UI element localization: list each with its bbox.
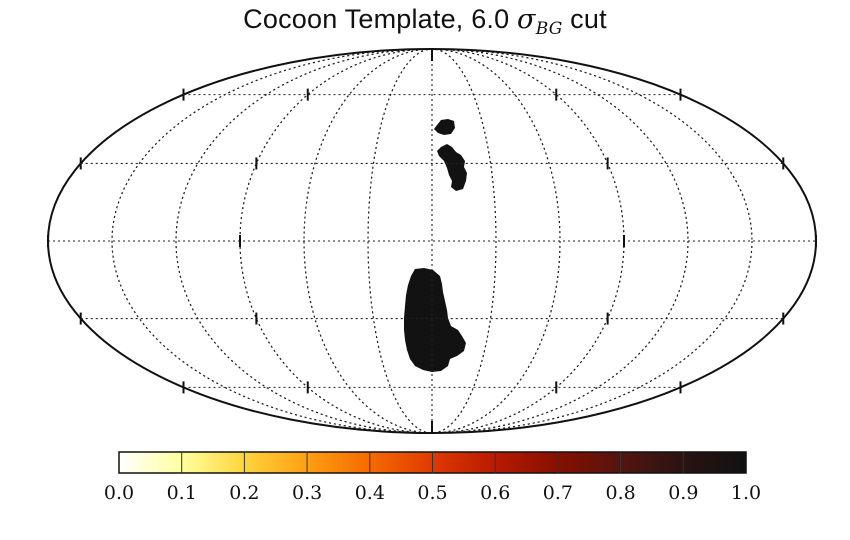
title-sigma-symbol: σ (517, 4, 536, 35)
colorbar-tick-label: 0.5 (417, 482, 447, 504)
colorbar-tick-label: 0.8 (605, 482, 635, 504)
colorbar-ticks (181, 452, 684, 473)
colorbar-tick-label: 0.9 (668, 482, 698, 504)
colorbar-tick-label: 0.6 (480, 482, 510, 504)
colorbar-tick-label: 0.3 (292, 482, 322, 504)
figure-title: Cocoon Template, 6.0 σBG cut (0, 4, 850, 39)
colorbar-tick-label: 0.7 (543, 482, 573, 504)
colorbar-tick-label: 0.2 (229, 482, 259, 504)
title-subscript: BG (535, 19, 563, 39)
mask-region-north-chain (437, 144, 467, 191)
colorbar-tick-label: 0.0 (104, 482, 134, 504)
colorbar: 0.0 0.1 0.2 0.3 0.4 0.5 0.6 0.7 0.8 0.9 1.0 (104, 451, 761, 504)
graticule-ticks (47, 49, 817, 433)
title-suffix: cut (562, 4, 607, 34)
title-prefix: Cocoon Template, 6.0 (243, 4, 518, 34)
mask-region-north-small (434, 119, 455, 135)
mask-region-south-large (404, 268, 466, 372)
colorbar-tick-label: 0.4 (355, 482, 385, 504)
meridian-line (111, 49, 753, 433)
colorbar-labels: 0.0 0.1 0.2 0.3 0.4 0.5 0.6 0.7 0.8 0.9 1.0 (104, 482, 761, 504)
colorbar-tick-label: 0.1 (167, 482, 197, 504)
meridian-line (367, 49, 497, 433)
masked-regions (404, 119, 467, 372)
colorbar-tick-label: 1.0 (731, 482, 761, 504)
